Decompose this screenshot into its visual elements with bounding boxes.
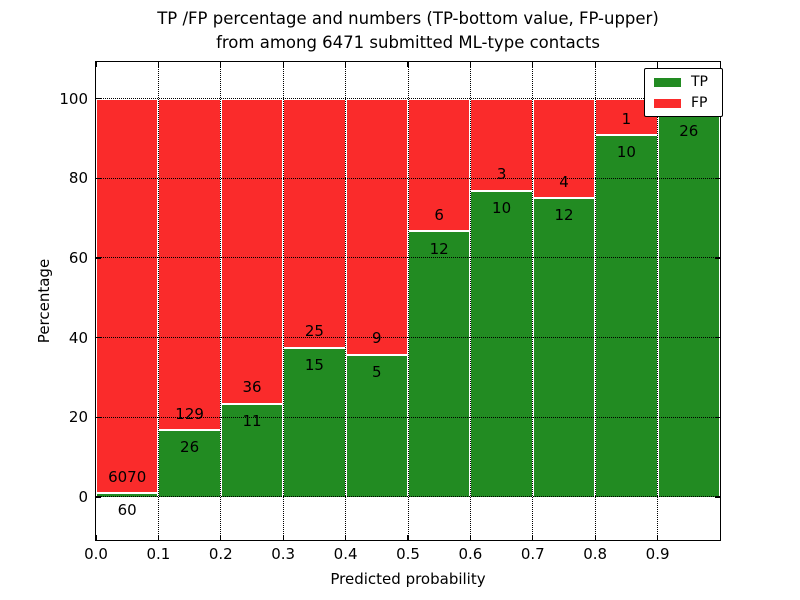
y-tickmark [715, 496, 720, 498]
bar-segment-tp [283, 347, 346, 497]
tp-count-label: 10 [616, 142, 636, 161]
legend-row-tp: TP [654, 75, 713, 89]
chart-title-line2: from among 6471 submitted ML-type contac… [216, 33, 600, 52]
x-tickmark [282, 62, 284, 67]
fp-count-label: 129 [175, 404, 204, 423]
y-tickmark [96, 336, 101, 339]
tp-count-label: 15 [304, 355, 324, 374]
y-tickmark [715, 177, 720, 179]
x-tick-label: 0.8 [583, 545, 608, 563]
y-tickmark [96, 496, 101, 498]
bar-segment-fp [532, 98, 596, 199]
x-tickmark [469, 62, 472, 67]
y-tickmark [715, 336, 720, 339]
x-tickmark [532, 535, 534, 540]
x-tick-label: 0.1 [146, 545, 171, 563]
y-tick-label: 80 [68, 169, 88, 188]
bar-segment-tp [220, 403, 284, 497]
tp-count-label: 12 [429, 239, 449, 258]
x-tick-label: 0.7 [520, 545, 545, 563]
chart-title-line1: TP /FP percentage and numbers (TP-bottom… [157, 9, 659, 28]
x-tick-label: 0.4 [333, 545, 358, 563]
x-tickmark [220, 62, 222, 67]
y-tick-label: 20 [68, 408, 88, 427]
tp-count-label: 5 [372, 362, 382, 381]
x-tickmark [656, 535, 659, 540]
x-tickmark [344, 62, 347, 67]
x-tickmark [220, 535, 222, 540]
y-tick-label: 40 [68, 328, 88, 347]
bar-segment-tp [408, 231, 471, 497]
bar-segment-tp [96, 493, 159, 497]
tp-legend-label: TP [691, 74, 708, 90]
bar-segment-fp [470, 98, 533, 191]
bar-segment-fp [96, 98, 159, 494]
bar-segment-fp [220, 98, 284, 404]
y-tickmark [715, 257, 720, 259]
tp-count-label: 12 [554, 206, 574, 225]
x-tickmark [95, 535, 97, 540]
fp-count-label: 25 [304, 322, 324, 341]
tp-count-label: 26 [180, 438, 200, 457]
fp-legend-swatch [654, 98, 681, 108]
x-tickmark [344, 535, 347, 540]
fp-count-label: 9 [372, 329, 382, 348]
fp-count-label: 6070 [108, 467, 147, 486]
bar-segment-fp [158, 98, 221, 431]
y-tick-label: 100 [59, 89, 88, 108]
x-tick-label: 0.9 [645, 545, 670, 563]
bar-segment-tp [345, 354, 408, 497]
y-tickmark [715, 416, 720, 418]
x-tickmark [594, 535, 596, 540]
x-tick-label: 0.0 [84, 545, 108, 563]
fp-count-label: 4 [559, 172, 569, 191]
x-tickmark [407, 62, 409, 67]
fp-count-label: 1 [621, 109, 632, 128]
fp-count-label: 3 [496, 165, 507, 184]
bar-segment-tp [158, 430, 221, 497]
x-axis-label: Predicted probability [330, 570, 486, 588]
tp-legend-swatch [654, 77, 681, 87]
fp-count-label: 36 [242, 378, 262, 397]
tp-count-label: 11 [242, 411, 262, 430]
x-tickmark [157, 62, 160, 67]
bar-segment-tp [595, 134, 658, 497]
x-tickmark [594, 62, 596, 67]
x-tick-label: 0.2 [208, 545, 233, 563]
plot-area: 6070 60 129 26 36 11 25 15 9 5 6 12 3 10 4 12 1 10 26 TP F… [95, 61, 723, 541]
x-tickmark [407, 535, 409, 540]
bar-segment-tp [470, 190, 533, 497]
x-tickmark [532, 62, 534, 67]
bar-segment-fp [283, 98, 346, 348]
tp-count-label: 26 [679, 121, 699, 140]
x-tickmark [157, 535, 160, 540]
x-tick-label: 0.5 [396, 545, 420, 563]
bar-segment-fp [345, 98, 408, 355]
x-tickmark [95, 62, 97, 67]
bar-segment-tp [657, 113, 720, 497]
x-tick-label: 0.6 [458, 545, 483, 563]
legend-box: TP FP [644, 68, 723, 117]
tp-count-label: 10 [492, 198, 512, 217]
y-tick-label: 0 [78, 487, 88, 506]
fp-legend-label: FP [691, 95, 708, 111]
legend-row-fp: FP [654, 96, 713, 110]
x-tickmark [282, 535, 284, 540]
tp-count-label: 60 [117, 501, 137, 520]
x-tickmark [656, 62, 659, 67]
bar-segment-tp [532, 198, 596, 497]
x-tickmark [469, 535, 472, 540]
bar-segment-fp [408, 98, 471, 232]
y-tickmark [96, 416, 101, 418]
fp-count-label: 6 [434, 206, 444, 225]
x-tick-label: 0.3 [271, 545, 296, 563]
y-tick-label: 60 [68, 248, 88, 267]
y-tickmark [96, 177, 101, 179]
y-tickmark [96, 97, 101, 100]
y-tickmark [96, 257, 101, 259]
